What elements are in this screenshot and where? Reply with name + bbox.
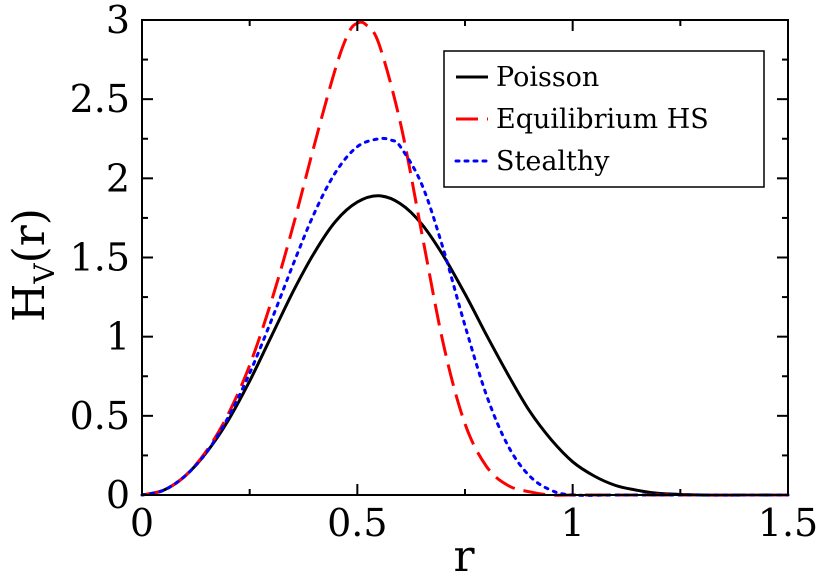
series-line-equilibrium-hs xyxy=(141,20,788,497)
y-tick-label: 0.5 xyxy=(70,394,130,438)
legend-label-poisson: Poisson xyxy=(496,62,599,93)
tick-layer xyxy=(141,19,789,496)
x-tick-label: 1 xyxy=(561,501,585,545)
y-tick-label: 1.5 xyxy=(70,236,130,280)
legend-box xyxy=(443,50,765,188)
legend-label-equilibrium-hs: Equilibrium HS xyxy=(496,104,709,135)
series-line-stealthy xyxy=(140,136,790,497)
x-tick-label: 1.5 xyxy=(758,501,818,545)
y-tick-label: 3 xyxy=(106,0,130,42)
y-tick-label: 0 xyxy=(106,473,130,517)
legend: Poisson Equilibrium HS Stealthy xyxy=(443,50,765,188)
legend-label-stealthy: Stealthy xyxy=(496,146,610,177)
x-axis-title: r xyxy=(453,531,475,575)
y-axis-title: HV(r) xyxy=(4,208,61,322)
y-tick-label: 2.5 xyxy=(70,77,130,121)
y-tick-label: 1 xyxy=(106,315,130,359)
y-axis-title-tail: (r) xyxy=(4,208,55,263)
series-line-poisson xyxy=(141,194,788,497)
tick-label-layer: 0 0.5 1 1.5 0 0.5 1 1.5 2 2.5 3 xyxy=(70,0,819,545)
y-axis-title-subscript: V xyxy=(28,263,61,285)
x-tick-label: 0 xyxy=(130,501,154,545)
y-axis-title-main: H xyxy=(4,284,55,322)
y-tick-label: 2 xyxy=(106,156,130,200)
x-tick-label: 0.5 xyxy=(327,501,387,545)
